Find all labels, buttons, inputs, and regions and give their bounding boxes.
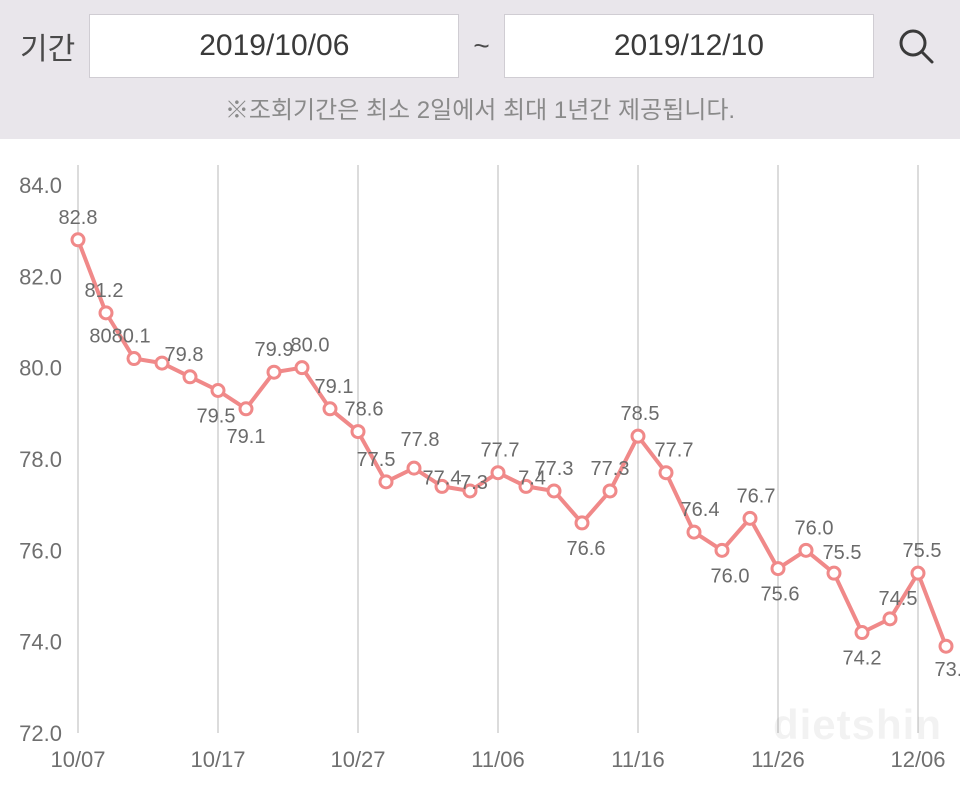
- svg-text:77.7: 77.7: [481, 440, 520, 462]
- watermark-text: dietshin: [773, 701, 942, 749]
- svg-text:12/06: 12/06: [890, 747, 945, 772]
- header-panel: 기간 2019/10/06 ~ 2019/12/10 ※조회기간은 최소 2일에…: [0, 0, 960, 139]
- svg-text:75.5: 75.5: [823, 542, 862, 564]
- svg-text:77.4: 77.4: [423, 467, 462, 489]
- weight-line-chart: 84.0 82.0 80.0 78.0 76.0 74.0 72.010/07 10/17 10…: [0, 139, 960, 793]
- range-separator: ~: [473, 30, 489, 62]
- svg-text:78.5: 78.5: [621, 403, 660, 425]
- svg-text:11/26: 11/26: [751, 747, 804, 772]
- svg-text:76.4: 76.4: [681, 499, 720, 521]
- svg-text:74.0: 74.0: [19, 630, 62, 655]
- svg-text:77.5: 77.5: [357, 449, 396, 471]
- svg-text:77.7: 77.7: [655, 440, 694, 462]
- svg-text:8080.1: 8080.1: [89, 326, 150, 348]
- svg-text:7.4: 7.4: [518, 467, 546, 489]
- svg-text:75.5: 75.5: [903, 540, 942, 562]
- svg-text:73.9: 73.9: [935, 659, 960, 681]
- svg-text:76.0: 76.0: [795, 517, 834, 539]
- start-date-input[interactable]: 2019/10/06: [89, 14, 459, 78]
- svg-text:76.6: 76.6: [567, 538, 606, 560]
- date-range-row: 기간 2019/10/06 ~ 2019/12/10: [16, 14, 944, 78]
- svg-text:76.0: 76.0: [19, 538, 62, 563]
- svg-text:76.0: 76.0: [711, 565, 750, 587]
- svg-text:77.3: 77.3: [591, 458, 630, 480]
- svg-text:79.8: 79.8: [165, 344, 204, 366]
- svg-text:79.1: 79.1: [315, 376, 354, 398]
- svg-text:74.5: 74.5: [879, 588, 918, 610]
- svg-text:79.1: 79.1: [227, 426, 266, 448]
- svg-text:79.5: 79.5: [197, 406, 236, 428]
- period-note: ※조회기간은 최소 2일에서 최대 1년간 제공됩니다.: [16, 78, 944, 129]
- svg-text:11/06: 11/06: [471, 747, 524, 772]
- svg-text:82.0: 82.0: [19, 264, 62, 289]
- svg-text:72.0: 72.0: [19, 721, 62, 746]
- svg-text:74.2: 74.2: [843, 648, 882, 670]
- svg-text:80.0: 80.0: [19, 356, 62, 381]
- svg-text:10/17: 10/17: [190, 747, 245, 772]
- svg-text:80.0: 80.0: [291, 335, 330, 357]
- svg-text:84.0: 84.0: [19, 173, 62, 198]
- svg-text:78.6: 78.6: [345, 399, 384, 421]
- svg-text:7.3: 7.3: [460, 472, 488, 494]
- svg-text:82.8: 82.8: [59, 207, 98, 229]
- svg-text:11/16: 11/16: [611, 747, 664, 772]
- search-icon: [896, 26, 936, 66]
- svg-text:81.2: 81.2: [85, 280, 124, 302]
- svg-text:79.9: 79.9: [255, 339, 294, 361]
- end-date-input[interactable]: 2019/12/10: [504, 14, 874, 78]
- svg-text:75.6: 75.6: [761, 584, 800, 606]
- svg-text:77.8: 77.8: [401, 429, 440, 451]
- svg-text:78.0: 78.0: [19, 447, 62, 472]
- svg-text:10/27: 10/27: [330, 747, 385, 772]
- period-label: 기간: [16, 24, 75, 68]
- search-button[interactable]: [888, 26, 944, 66]
- svg-text:10/07: 10/07: [50, 747, 105, 772]
- svg-text:76.7: 76.7: [737, 485, 776, 507]
